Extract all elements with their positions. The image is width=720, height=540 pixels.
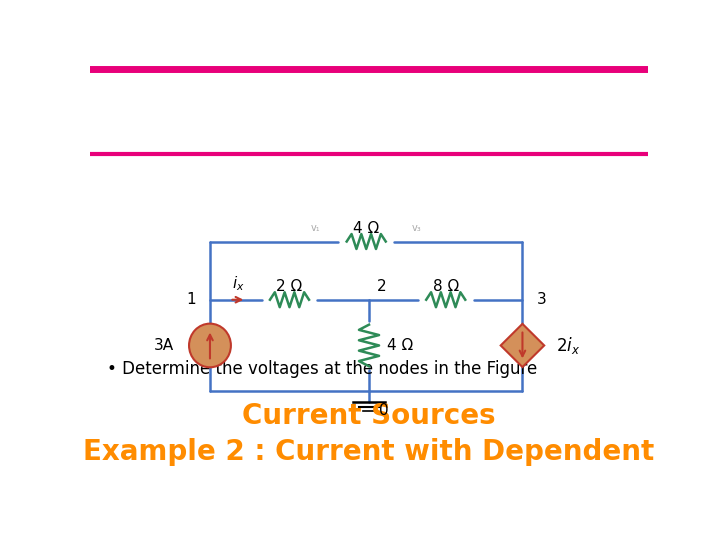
Text: 8 Ω: 8 Ω xyxy=(433,279,459,294)
Text: 1: 1 xyxy=(186,292,196,307)
Text: Example 2 : Current with Dependent: Example 2 : Current with Dependent xyxy=(84,438,654,467)
Text: 2 Ω: 2 Ω xyxy=(276,279,302,294)
Text: 4 Ω: 4 Ω xyxy=(387,338,413,353)
Text: 3A: 3A xyxy=(153,338,174,353)
Text: 3: 3 xyxy=(536,292,546,307)
Text: 0: 0 xyxy=(379,403,389,418)
Text: $2i_x$: $2i_x$ xyxy=(556,335,580,356)
Text: v₃: v₃ xyxy=(412,223,421,233)
Text: v₁: v₁ xyxy=(311,223,321,233)
Ellipse shape xyxy=(189,323,231,367)
Text: • Determine the voltages at the nodes in the Figure: • Determine the voltages at the nodes in… xyxy=(107,360,537,378)
Text: Current Sources: Current Sources xyxy=(242,402,496,430)
Polygon shape xyxy=(500,324,544,367)
Text: $i_x$: $i_x$ xyxy=(233,274,245,293)
Text: 4 Ω: 4 Ω xyxy=(353,221,379,235)
Text: 2: 2 xyxy=(377,279,387,294)
